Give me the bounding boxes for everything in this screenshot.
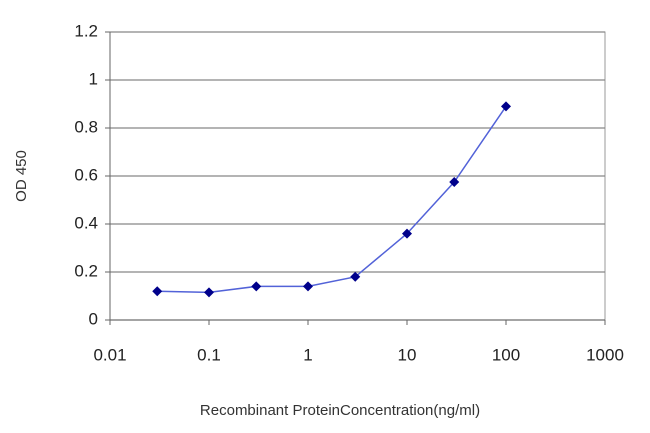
y-tick-label: 1 (89, 69, 98, 88)
x-tick-label: 1000 (586, 345, 624, 364)
x-axis-label: Recombinant ProteinConcentration(ng/ml) (200, 402, 480, 419)
series-line (157, 105, 507, 294)
data-point (350, 271, 361, 282)
x-tick-label: 10 (398, 345, 417, 364)
y-tick-label: 0.8 (74, 117, 98, 136)
data-point (204, 287, 214, 298)
data-point (251, 281, 262, 292)
data-point (303, 281, 313, 292)
y-tick-label: 0.2 (74, 261, 98, 280)
y-axis-label: OD 450 (13, 150, 30, 202)
data-point (449, 177, 460, 187)
x-tick-label: 0.01 (93, 345, 126, 364)
x-tick-label: 1 (303, 345, 312, 364)
x-tick-label: 100 (492, 345, 520, 364)
data-point (152, 286, 163, 297)
y-tick-label: 0.6 (74, 165, 98, 184)
data-point (501, 101, 511, 112)
x-tick-label: 0.1 (197, 345, 221, 364)
y-tick-label: 0 (89, 309, 98, 328)
data-point (402, 228, 412, 239)
y-tick-label: 0.4 (74, 213, 98, 232)
y-tick-label: 1.2 (74, 21, 98, 40)
